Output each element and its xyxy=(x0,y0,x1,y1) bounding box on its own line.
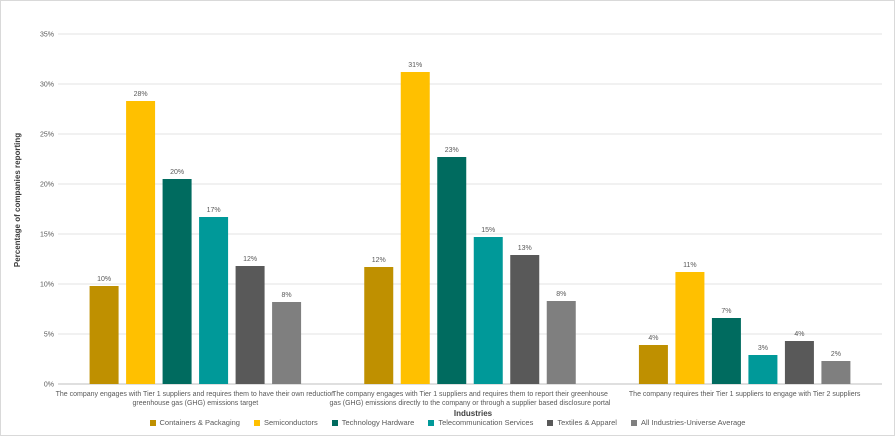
bar xyxy=(89,286,119,384)
legend-swatch xyxy=(630,419,637,426)
bar xyxy=(126,101,156,384)
legend-item: Technology Hardware xyxy=(331,418,415,427)
bar xyxy=(235,266,265,384)
x-category-label: greenhouse gas (GHG) emissions target xyxy=(132,400,258,407)
data-label: 15% xyxy=(481,227,495,234)
data-label: 4% xyxy=(794,331,804,338)
bar xyxy=(821,361,851,384)
legend-swatch xyxy=(547,419,554,426)
data-label: 13% xyxy=(518,245,532,252)
bar xyxy=(364,267,394,384)
y-tick-label: 25% xyxy=(40,132,54,139)
y-tick-label: 20% xyxy=(40,182,54,189)
legend-item: Semiconductors xyxy=(253,418,318,427)
legend-label: All Industries-Universe Average xyxy=(640,418,746,427)
bar xyxy=(784,341,814,384)
legend-swatch xyxy=(253,419,260,426)
legend-swatch xyxy=(331,419,338,426)
data-label: 12% xyxy=(372,257,386,264)
legend-label: Textiles & Apparel xyxy=(557,418,617,427)
data-label: 3% xyxy=(758,345,768,352)
bar xyxy=(400,72,430,384)
data-label: 2% xyxy=(831,351,841,358)
bar xyxy=(675,272,705,384)
bar xyxy=(199,217,229,384)
x-category-label: The company engages with Tier 1 supplier… xyxy=(332,391,608,398)
legend-label: Containers & Packaging xyxy=(159,418,240,427)
bar xyxy=(473,237,503,384)
legend: Containers & Packaging Semiconductors Tech… xyxy=(0,418,895,427)
y-tick-label: 10% xyxy=(40,282,54,289)
data-label: 12% xyxy=(243,256,257,263)
legend-item: Textiles & Apparel xyxy=(547,418,617,427)
legend-item: Containers & Packaging xyxy=(149,418,240,427)
bar xyxy=(510,255,540,384)
legend-label: Semiconductors xyxy=(263,418,318,427)
y-tick-label: 30% xyxy=(40,82,54,89)
x-axis-label: Industries xyxy=(454,409,493,418)
y-tick-label: 5% xyxy=(44,332,54,339)
bar xyxy=(272,302,302,384)
bar xyxy=(711,318,741,384)
legend-label: Technology Hardware xyxy=(341,418,415,427)
data-label: 10% xyxy=(97,276,111,283)
data-label: 17% xyxy=(207,207,221,214)
x-category-label: gas (GHG) emissions directly to the comp… xyxy=(330,400,611,407)
data-label: 28% xyxy=(134,91,148,98)
bar xyxy=(437,157,467,384)
legend-label: Telecommunication Services xyxy=(438,418,534,427)
data-labels: 10% 28% 20% 17% 12% 8% 12% 31% 23% 15% 13% 8% 4% 11% 7… xyxy=(97,62,841,358)
x-category-label: The company engages with Tier 1 supplier… xyxy=(56,391,335,398)
data-label: 23% xyxy=(445,147,459,154)
gridlines xyxy=(58,33,882,385)
data-label: 11% xyxy=(683,262,697,269)
y-axis-label: Percentage of companies reporting xyxy=(13,133,22,267)
data-label: 4% xyxy=(648,335,658,342)
legend-swatch xyxy=(149,419,156,426)
bar xyxy=(546,301,576,384)
bar xyxy=(162,179,192,384)
x-category-labels: The company engages with Tier 1 supplier… xyxy=(56,391,861,407)
bars xyxy=(89,72,851,384)
legend-item: All Industries-Universe Average xyxy=(630,418,746,427)
bar xyxy=(748,355,778,384)
legend-swatch xyxy=(428,419,435,426)
y-tick-label: 0% xyxy=(44,382,54,389)
data-label: 8% xyxy=(282,292,292,299)
x-category-label: The company requires their Tier 1 suppli… xyxy=(629,391,861,398)
y-tick-labels: 0% 5% 10% 15% 20% 25% 30% 35% xyxy=(40,32,54,389)
data-label: 31% xyxy=(408,62,422,69)
legend-item: Telecommunication Services xyxy=(428,418,533,427)
y-tick-label: 15% xyxy=(40,232,54,239)
data-label: 8% xyxy=(556,291,566,298)
y-tick-label: 35% xyxy=(40,32,54,39)
bar xyxy=(638,345,668,384)
data-label: 7% xyxy=(721,308,731,315)
data-label: 20% xyxy=(170,169,184,176)
